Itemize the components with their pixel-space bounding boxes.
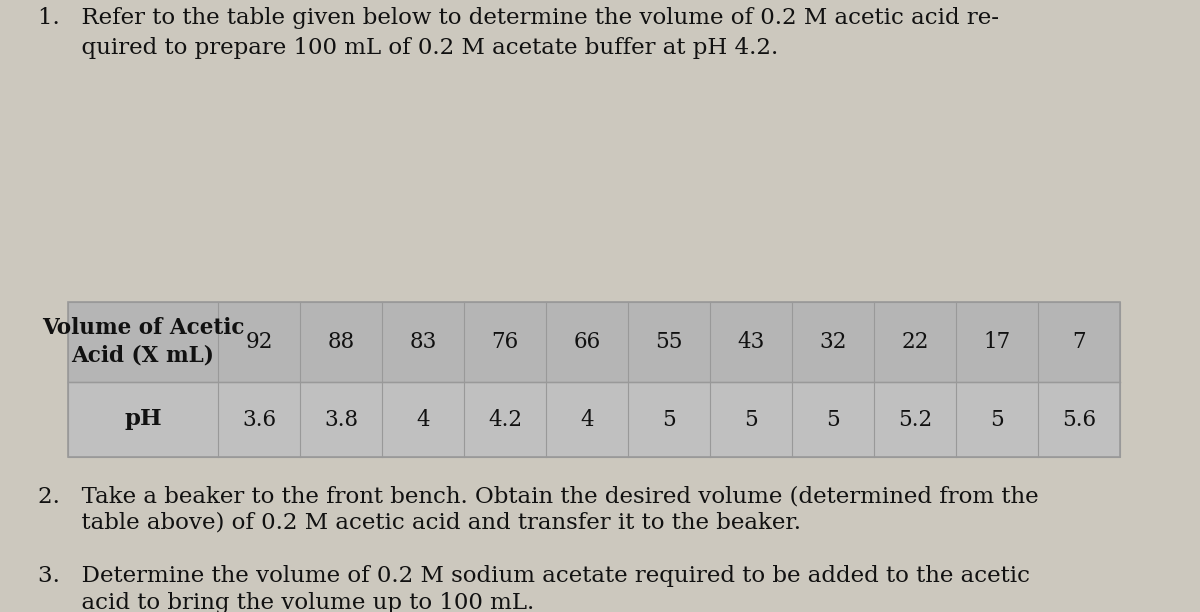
- Text: 5: 5: [662, 408, 676, 430]
- Text: 4.2: 4.2: [488, 408, 522, 430]
- Text: 2.   Take a beaker to the front bench. Obtain the desired volume (determined fro: 2. Take a beaker to the front bench. Obt…: [38, 485, 1039, 507]
- Text: pH: pH: [124, 408, 162, 430]
- Text: 17: 17: [983, 331, 1010, 353]
- Text: 3.   Determine the volume of 0.2 M sodium acetate required to be added to the ac: 3. Determine the volume of 0.2 M sodium …: [38, 565, 1030, 587]
- Text: table above) of 0.2 M acetic acid and transfer it to the beaker.: table above) of 0.2 M acetic acid and tr…: [38, 512, 802, 534]
- Text: 5: 5: [990, 408, 1004, 430]
- Text: 43: 43: [737, 331, 764, 353]
- Bar: [68, 302, 1120, 382]
- Text: 5: 5: [826, 408, 840, 430]
- Text: 3.6: 3.6: [242, 408, 276, 430]
- Text: 3.8: 3.8: [324, 408, 358, 430]
- Text: 66: 66: [574, 331, 601, 353]
- Text: 5.2: 5.2: [898, 408, 932, 430]
- Text: 92: 92: [245, 331, 272, 353]
- Text: 1.   Refer to the table given below to determine the volume of 0.2 M acetic acid: 1. Refer to the table given below to det…: [38, 7, 998, 29]
- Text: acid to bring the volume up to 100 mL.: acid to bring the volume up to 100 mL.: [38, 592, 534, 612]
- Text: Volume of Acetic
Acid (X mL): Volume of Acetic Acid (X mL): [42, 318, 245, 367]
- Bar: [68, 302, 1120, 457]
- Text: 55: 55: [655, 331, 683, 353]
- Text: quired to prepare 100 mL of 0.2 M acetate buffer at pH 4.2.: quired to prepare 100 mL of 0.2 M acetat…: [38, 37, 779, 59]
- Text: 83: 83: [409, 331, 437, 353]
- Text: 4: 4: [416, 408, 430, 430]
- Text: 88: 88: [328, 331, 355, 353]
- Text: 7: 7: [1072, 331, 1086, 353]
- Text: 5: 5: [744, 408, 758, 430]
- Text: 5.6: 5.6: [1062, 408, 1096, 430]
- Bar: [68, 382, 1120, 457]
- Text: 76: 76: [491, 331, 518, 353]
- Text: 4: 4: [580, 408, 594, 430]
- Text: 22: 22: [901, 331, 929, 353]
- Text: 32: 32: [820, 331, 847, 353]
